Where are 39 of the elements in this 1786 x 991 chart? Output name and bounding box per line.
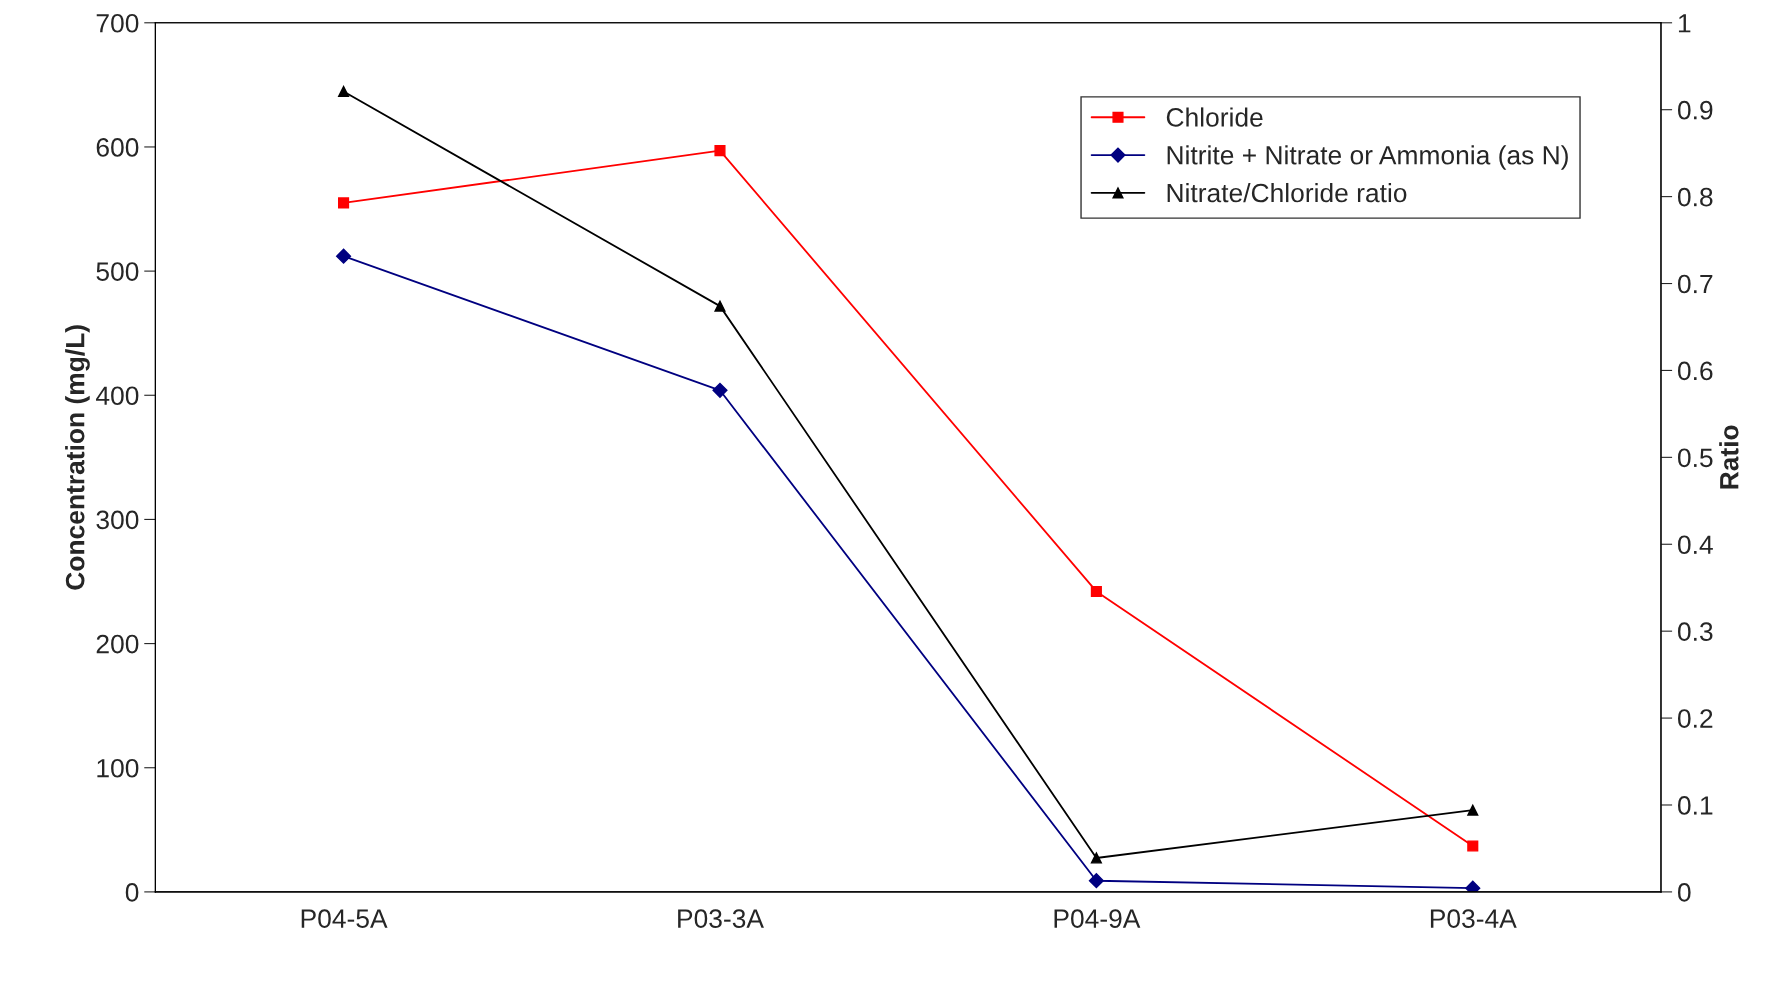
y2-tick-label: 0.9 xyxy=(1677,100,1713,120)
y-tick-label: 500 xyxy=(96,262,139,281)
x-tick-label: P03-4A xyxy=(1430,909,1517,928)
point xyxy=(338,197,350,209)
x-tick-label: P03-3A xyxy=(678,909,764,928)
y2-tick-label: 0.3 xyxy=(1677,622,1713,641)
y-tick-label: 200 xyxy=(96,634,139,654)
y2-tick-label: 0.6 xyxy=(1677,361,1713,381)
point xyxy=(712,382,728,398)
point xyxy=(714,145,726,157)
x-tick-label: P04-5A xyxy=(301,909,388,928)
y-tick-label: 0 xyxy=(125,883,139,902)
y-tick-label: 600 xyxy=(96,138,139,157)
point xyxy=(1088,873,1104,889)
y2-tick-label: 1 xyxy=(1678,14,1691,33)
y-tick-label: 400 xyxy=(95,386,139,406)
y-axis-title: Concentration (mg/L) xyxy=(65,325,90,590)
legend-label: Nitrate/Chloride ratio xyxy=(1167,182,1407,203)
y2-tick-label: 0.5 xyxy=(1677,448,1713,468)
y-tick-label: 300 xyxy=(96,510,139,530)
point xyxy=(1467,840,1479,852)
legend-label: Chloride xyxy=(1166,107,1263,127)
y2-tick-label: 0.2 xyxy=(1677,709,1713,728)
point xyxy=(714,300,726,312)
point xyxy=(338,85,350,98)
y2-tick-label: 0 xyxy=(1677,883,1691,902)
point xyxy=(1467,804,1479,816)
y2-tick-label: 0.1 xyxy=(1677,796,1713,815)
point xyxy=(1090,852,1102,864)
y2-tick-label: 0.8 xyxy=(1677,187,1713,207)
point xyxy=(336,248,352,264)
y2-tick-label: 0.4 xyxy=(1677,535,1713,555)
y-tick-label: 100 xyxy=(97,758,139,778)
y2-tick-label: 0.7 xyxy=(1677,274,1713,294)
legend-label: Nitrite + Nitrate or Ammonia (as N) xyxy=(1167,145,1568,170)
point xyxy=(1090,585,1102,597)
y2-axis-title: Ratio xyxy=(1719,425,1739,489)
y-tick-label: 700 xyxy=(96,13,139,33)
x-tick-label: P04-9A xyxy=(1054,909,1141,928)
